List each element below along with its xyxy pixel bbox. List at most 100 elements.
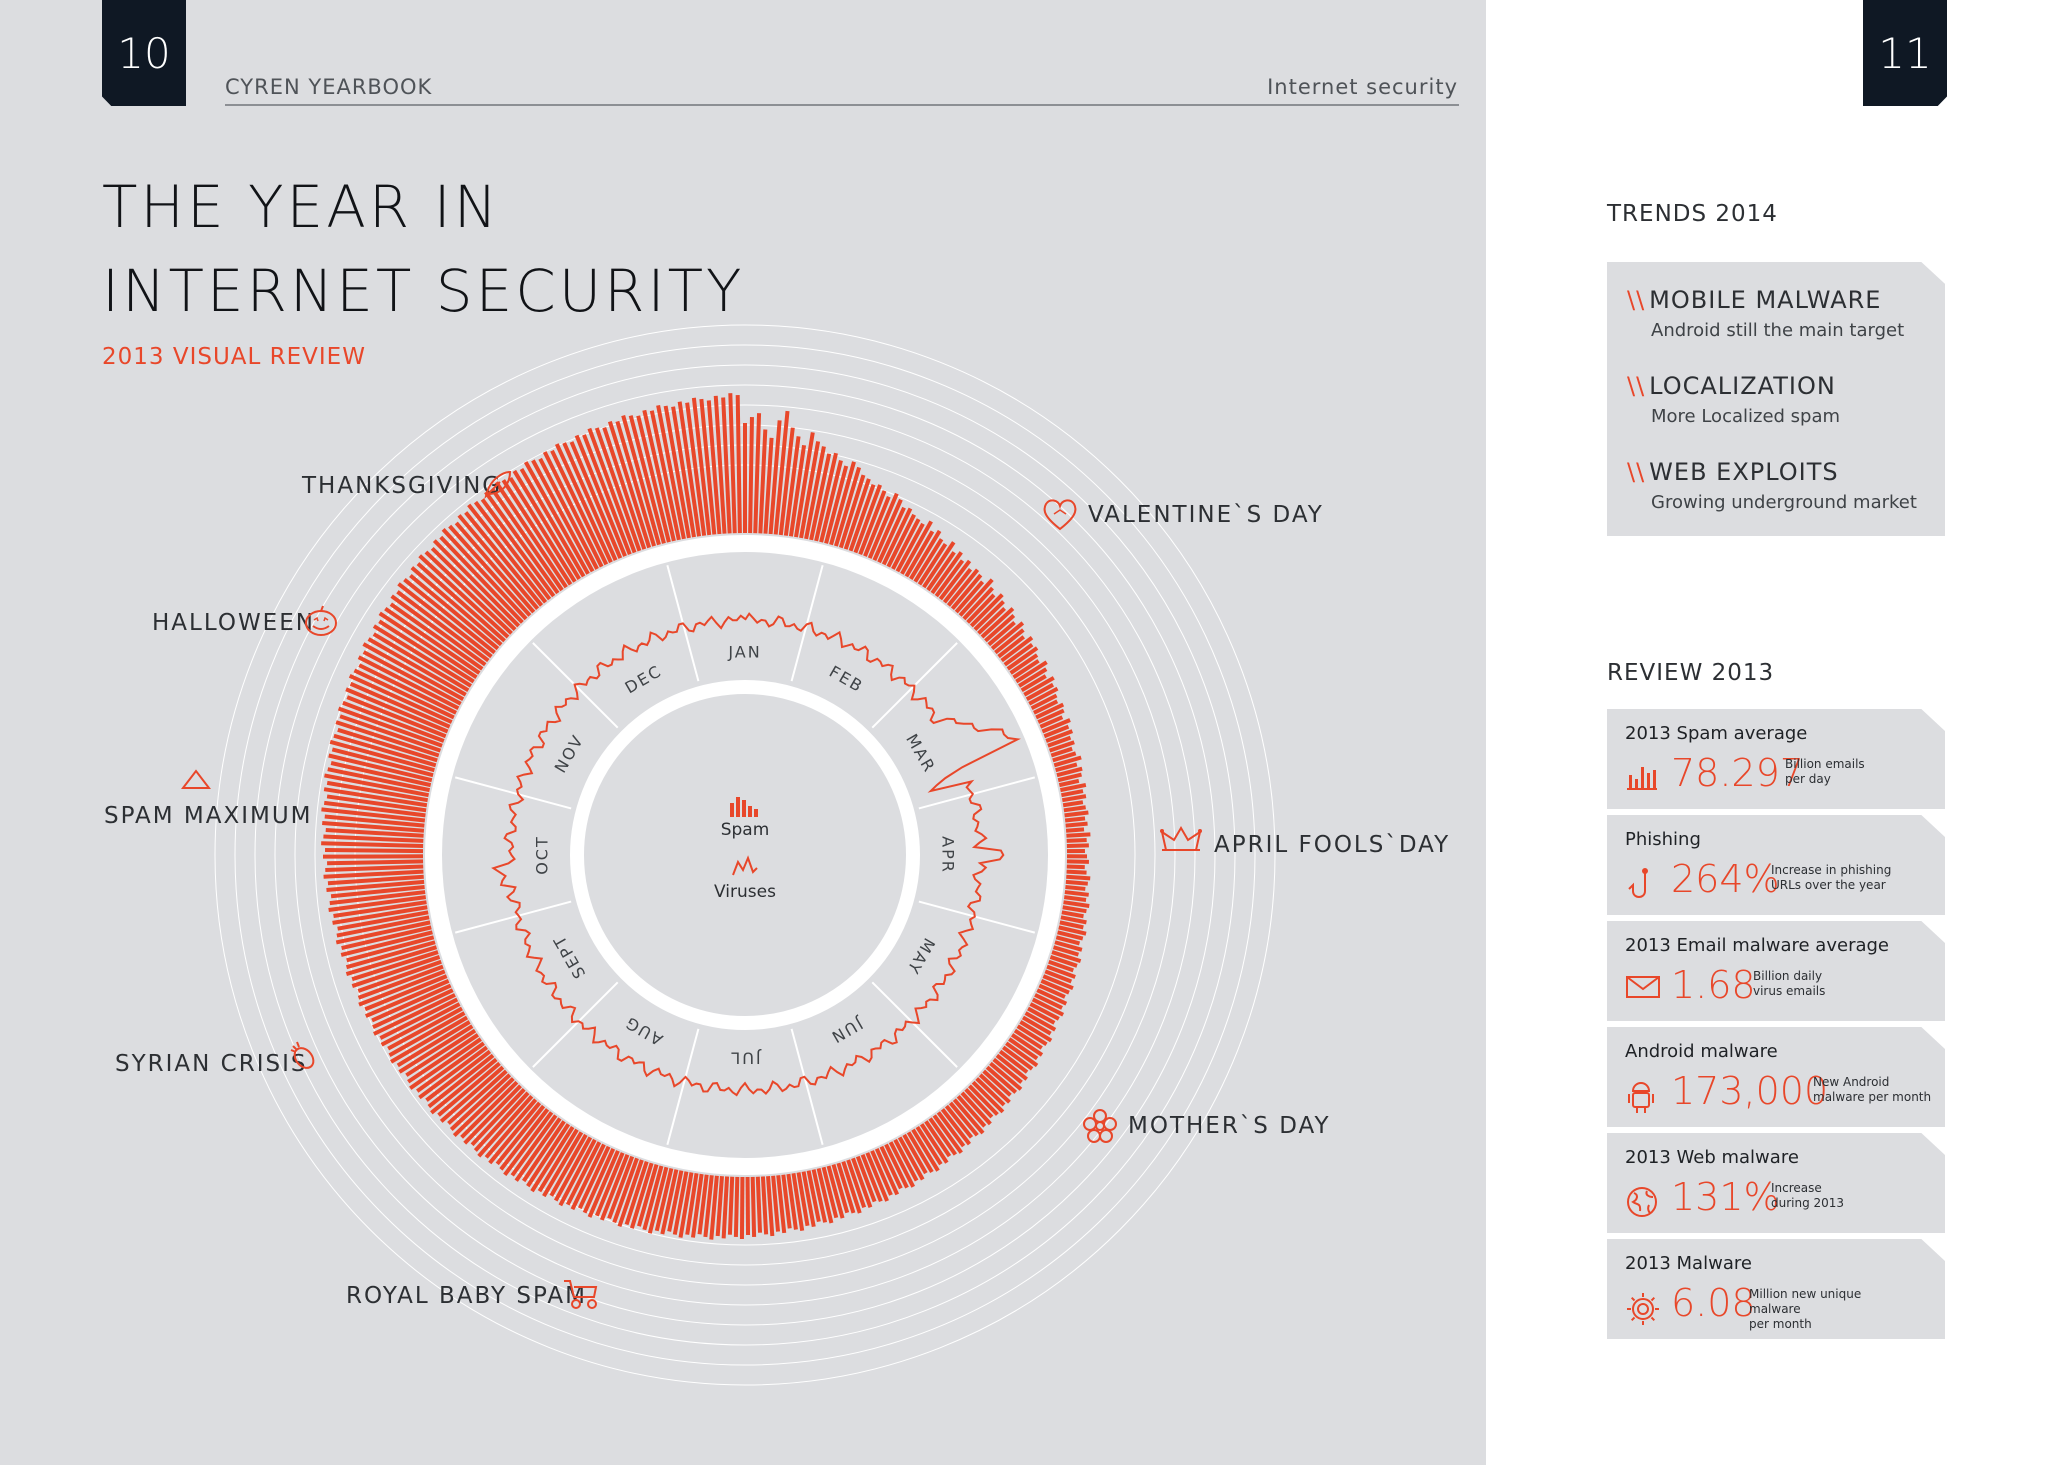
spam-bar: [879, 1145, 903, 1190]
spam-bar: [329, 739, 435, 773]
spam-bar: [362, 642, 465, 701]
spam-bar: [554, 443, 613, 564]
stat-value: 131%: [1671, 1175, 1780, 1219]
spam-bar: [786, 1173, 798, 1230]
spam-bar: [968, 1084, 999, 1116]
spam-bar: [1057, 772, 1082, 783]
spam-bar: [977, 607, 1006, 635]
spam-bar: [851, 1157, 873, 1209]
spam-bar: [819, 460, 843, 543]
spam-bar: [371, 983, 452, 1023]
spam-bar: [678, 1172, 694, 1238]
spam-bar: [727, 1176, 735, 1235]
spam-bar: [1054, 940, 1083, 952]
trend-heading: LOCALIZATION: [1649, 372, 1836, 400]
month-divider: [666, 1028, 700, 1146]
spam-bar: [384, 606, 481, 675]
spam-bar: [982, 1069, 1012, 1097]
spam-bar: [335, 720, 440, 758]
stat-value: 6.08: [1671, 1281, 1756, 1325]
spam-bar: [750, 1176, 757, 1237]
spam-bar: [1005, 1041, 1039, 1068]
spam-bar: [877, 506, 906, 564]
spam-bar: [969, 593, 1004, 628]
spam-bar: [642, 1165, 664, 1231]
spam-bar: [685, 402, 707, 536]
bar-chart-icon: [1627, 767, 1657, 790]
spam-bar: [1031, 997, 1065, 1017]
spam-bar: [1036, 988, 1068, 1006]
spam-bar: [407, 1033, 480, 1084]
spam-bar: [924, 1120, 952, 1158]
spam-bar: [934, 559, 965, 598]
spam-bar: [1066, 832, 1091, 838]
leaf-icon: [484, 470, 512, 500]
spam-bar: [1009, 653, 1039, 675]
spam-bar: [387, 1006, 463, 1051]
month-divider: [918, 900, 1036, 934]
spam-bar: [1041, 718, 1071, 734]
spam-bar: [897, 1136, 925, 1181]
spam-bar: [324, 773, 429, 798]
spam-bar: [699, 398, 717, 535]
spam-bar: [690, 1173, 704, 1238]
spam-bar: [323, 834, 424, 843]
spam-bar: [1064, 810, 1089, 818]
spam-bar: [881, 507, 913, 566]
spam-bar: [706, 400, 722, 535]
spam-bar: [942, 568, 973, 604]
spam-bar: [855, 1155, 877, 1203]
spam-bar: [531, 459, 595, 573]
month-divider: [918, 776, 1036, 810]
spam-bar: [1008, 1037, 1039, 1061]
spam-bar: [814, 452, 838, 542]
viruses-legend-label: Viruses: [714, 882, 776, 902]
spam-bar: [607, 420, 652, 549]
jester-hat-icon: [1160, 826, 1202, 851]
spam-bar: [1058, 778, 1080, 788]
spam-bar: [447, 1069, 508, 1125]
spam-bar: [990, 621, 1025, 651]
spam-bar: [771, 1175, 781, 1232]
spam-bar: [457, 514, 540, 610]
spam-bar: [801, 1171, 816, 1228]
spam-bar: [353, 668, 455, 720]
spam-bar: [514, 1117, 562, 1182]
stat-value: 264%: [1671, 857, 1780, 901]
spam-bar: [1064, 816, 1086, 823]
envelope-icon: [1626, 976, 1660, 998]
spam-bar: [542, 451, 604, 568]
page-title-line-1: THE YEAR IN: [102, 173, 501, 241]
spam-bar: [364, 974, 448, 1012]
spam-bar: [1019, 1020, 1053, 1043]
spam-bar: [1056, 766, 1083, 778]
stat-label: Phishing: [1625, 829, 1701, 850]
spam-bar: [357, 959, 442, 993]
spam-bar: [378, 611, 478, 679]
spam-bar: [621, 415, 661, 546]
spam-bar: [994, 628, 1025, 655]
spam-bar: [1066, 843, 1089, 849]
spam-bar: [372, 988, 454, 1030]
spam-bar: [321, 841, 424, 849]
spam-bar: [721, 397, 732, 534]
spam-bar: [721, 1176, 730, 1239]
spam-bar: [484, 1098, 538, 1159]
spam-bar: [337, 910, 429, 931]
spam-bar: [1003, 642, 1034, 667]
spam-bar: [904, 530, 935, 578]
spam-bar: [952, 1098, 985, 1135]
spam-bar: [1035, 702, 1065, 720]
spam-bar: [998, 1049, 1029, 1074]
spam-bar: [367, 637, 467, 697]
spam-bar: [323, 800, 426, 818]
spam-bar: [325, 864, 424, 873]
spam-bar: [888, 1141, 916, 1188]
spam-bar: [846, 1159, 867, 1209]
spam-bar: [491, 488, 564, 592]
spam-bar: [378, 619, 475, 684]
spam-bar: [946, 568, 980, 607]
spam-bar: [926, 551, 956, 592]
spam-bar: [323, 869, 424, 879]
spam-bar: [872, 498, 903, 561]
